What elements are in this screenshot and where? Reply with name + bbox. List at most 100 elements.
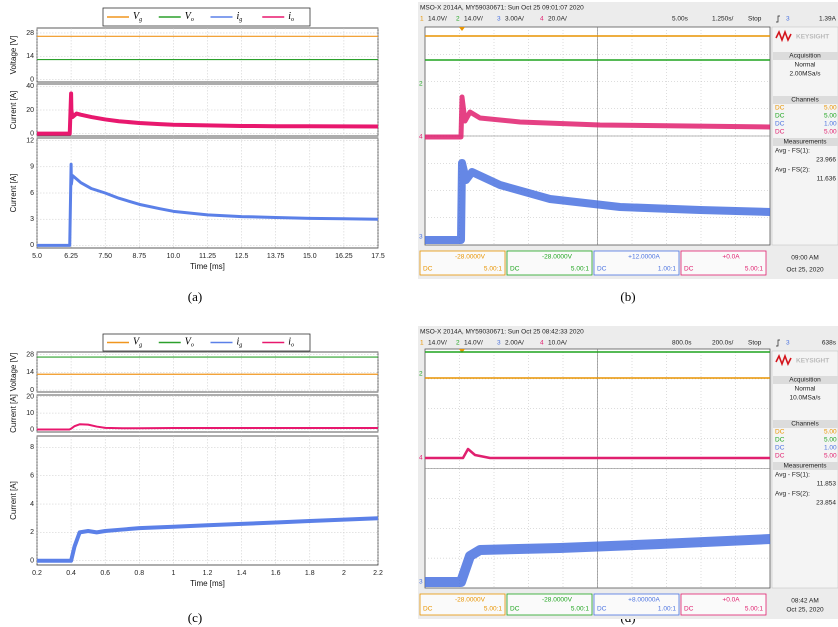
side-title: Acquisition: [789, 53, 821, 60]
measurement-value: 23.966: [816, 157, 836, 164]
brand: KEYSIGHT: [796, 358, 829, 365]
caption: (c): [188, 610, 202, 625]
x-tick-label: 8.75: [132, 253, 146, 260]
channel-scale: 10.0A/: [548, 340, 567, 347]
legend-subscript: o: [291, 343, 294, 349]
offset: +12.0000A: [628, 254, 660, 261]
y-tick-label: 0: [30, 130, 34, 137]
channel-number: 1: [420, 340, 424, 347]
channel-number: 2: [456, 16, 460, 23]
channel-number: 2: [456, 340, 460, 347]
y-tick-label: 0: [30, 242, 34, 249]
x-tick-label: 0.8: [134, 570, 144, 577]
offset: -28.0000V: [542, 597, 573, 604]
channel-coupling: DC: [775, 437, 785, 444]
caption: (a): [188, 289, 202, 304]
y-tick-label: 6: [30, 473, 34, 480]
figure: (a) (b) (c) (d) VgVoigio01428Voltage [V]…: [0, 0, 838, 627]
clock-date: Oct 25, 2020: [786, 607, 824, 614]
measurement-label: Avg - FS(1):: [775, 472, 810, 479]
x-axis-title: Time [ms]: [190, 579, 225, 588]
y-axis-title: Current [A]: [9, 394, 18, 433]
y-axis-title: Current [A]: [9, 481, 18, 520]
ground-marker: 4: [419, 455, 423, 462]
y-tick-label: 2: [30, 529, 34, 536]
y-tick-label: 28: [26, 30, 34, 37]
y-tick-label: 8: [30, 444, 34, 451]
legend-subscript: o: [191, 343, 194, 349]
coupling: DC: [423, 606, 433, 613]
y-tick-label: 20: [26, 107, 34, 114]
y-tick-label: 9: [30, 164, 34, 171]
y-tick-label: 14: [26, 53, 34, 60]
page: (a) (b) (c) (d) VgVoigio01428Voltage [V]…: [0, 0, 838, 627]
y-tick-label: 0: [30, 426, 34, 433]
channel-scale: 14.0V/: [428, 16, 447, 23]
timebase: 200.0s/: [712, 340, 734, 347]
clock-time: 09:00 AM: [791, 255, 818, 262]
timebase: 1.250s/: [712, 16, 734, 23]
channel-coupling: DC: [775, 105, 785, 112]
offset: +0.0A: [722, 597, 740, 604]
sample-rate: 2.00MSa/s: [789, 71, 821, 78]
coupling: DC: [684, 606, 694, 613]
measurement-label: Avg - FS(2):: [775, 167, 810, 174]
y-tick-label: 3: [30, 216, 34, 223]
probe: 5.00:1: [484, 606, 502, 613]
x-tick-label: 2.2: [373, 570, 383, 577]
x-tick-label: 12.5: [235, 253, 249, 260]
probe: 5.00:1: [745, 266, 763, 273]
x-tick-label: 1.8: [305, 570, 315, 577]
side-title: Measurements: [784, 463, 828, 470]
ground-marker: 3: [419, 234, 423, 241]
coupling: DC: [597, 606, 607, 613]
trigger-level: 638s: [822, 340, 837, 347]
timebase: Stop: [748, 340, 762, 347]
channel-row-scale: 5.00: [824, 437, 837, 444]
coupling: DC: [510, 266, 520, 273]
measurement-value: 11.636: [817, 176, 837, 183]
offset: +8.00000A: [628, 597, 660, 604]
y-tick-label: 0: [30, 558, 34, 565]
caption: (b): [620, 289, 635, 304]
y-axis-title: Voltage [V]: [9, 36, 18, 75]
ground-marker: 2: [419, 81, 423, 88]
x-tick-label: 0.2: [32, 570, 42, 577]
legend-subscript: o: [191, 17, 194, 23]
channel-coupling: DC: [775, 113, 785, 120]
legend-subscript: o: [291, 17, 294, 23]
y-tick-label: 20: [26, 393, 34, 400]
y-tick-label: 40: [26, 83, 34, 90]
timebase: Stop: [748, 16, 762, 23]
channel-coupling: DC: [775, 429, 785, 436]
channel-scale: 20.0A/: [548, 16, 567, 23]
coupling: DC: [684, 266, 694, 273]
probe: 5.00:1: [484, 266, 502, 273]
channel-row-scale: 5.00: [824, 129, 837, 136]
x-tick-label: 5.0: [32, 253, 42, 260]
channel-row-scale: 5.00: [824, 105, 837, 112]
y-tick-label: 4: [30, 501, 34, 508]
x-tick-label: 6.25: [64, 253, 78, 260]
channel-row-scale: 1.00: [824, 121, 837, 128]
probe: 1.00:1: [658, 266, 676, 273]
probe: 5.00:1: [571, 266, 589, 273]
channel-row-scale: 5.00: [824, 429, 837, 436]
timebase: 800.0s: [672, 340, 692, 347]
ground-marker: 3: [419, 579, 423, 586]
channel-coupling: DC: [775, 453, 785, 460]
x-tick-label: 15.0: [303, 253, 317, 260]
channel-row-scale: 5.00: [824, 113, 837, 120]
brand: KEYSIGHT: [796, 34, 829, 41]
legend-subscript: g: [139, 343, 142, 349]
y-tick-label: 6: [30, 190, 34, 197]
timebase: 5.00s: [672, 16, 689, 23]
y-axis-title: Current [A]: [9, 174, 18, 213]
offset: +0.0A: [722, 254, 740, 261]
side-title: Channels: [791, 421, 819, 428]
trigger-source: 3: [786, 16, 790, 23]
scope-header: MSO-X 2014A, MY59030671: Sun Oct 25 08:4…: [420, 329, 584, 336]
x-tick-label: 13.75: [267, 253, 285, 260]
x-tick-label: 0.4: [66, 570, 76, 577]
channel-scale: 14.0V/: [464, 340, 483, 347]
